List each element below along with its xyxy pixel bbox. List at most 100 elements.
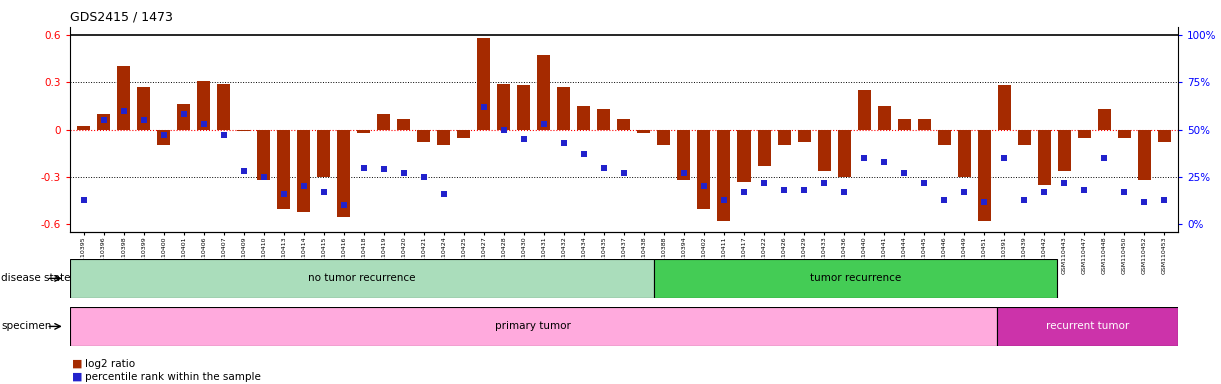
- Bar: [998, 85, 1011, 130]
- Point: [495, 127, 514, 133]
- Bar: [637, 130, 651, 133]
- Point: [674, 170, 694, 176]
- Bar: [177, 104, 190, 130]
- Point: [254, 174, 274, 180]
- Bar: [957, 130, 971, 177]
- Bar: [217, 84, 231, 130]
- Bar: [797, 130, 811, 142]
- Point: [314, 189, 333, 195]
- Bar: [477, 38, 491, 130]
- Bar: [757, 130, 770, 166]
- Point: [774, 187, 794, 194]
- Bar: [497, 84, 510, 130]
- Text: log2 ratio: log2 ratio: [85, 359, 136, 369]
- Point: [934, 197, 954, 203]
- Point: [955, 189, 974, 195]
- Text: no tumor recurrence: no tumor recurrence: [308, 273, 415, 283]
- Point: [874, 159, 894, 165]
- Text: primary tumor: primary tumor: [496, 321, 571, 331]
- Bar: [918, 119, 930, 130]
- Bar: [418, 130, 430, 142]
- Point: [574, 151, 593, 157]
- Bar: [996, 307, 1178, 346]
- Point: [994, 155, 1013, 161]
- Bar: [437, 130, 451, 146]
- Bar: [657, 130, 670, 146]
- Text: disease state: disease state: [1, 273, 71, 283]
- Bar: [938, 130, 951, 146]
- Bar: [558, 87, 570, 130]
- Bar: [377, 114, 391, 130]
- Point: [1034, 189, 1054, 195]
- Point: [695, 184, 714, 190]
- Bar: [897, 119, 911, 130]
- Point: [394, 170, 414, 176]
- Text: GDS2415 / 1473: GDS2415 / 1473: [70, 10, 172, 23]
- Point: [294, 184, 314, 190]
- Point: [814, 180, 834, 186]
- Bar: [818, 130, 830, 170]
- Bar: [397, 119, 410, 130]
- Bar: [237, 130, 250, 131]
- Point: [915, 180, 934, 186]
- Bar: [1057, 130, 1071, 170]
- Bar: [317, 130, 330, 177]
- Bar: [1158, 130, 1171, 142]
- Point: [474, 104, 493, 110]
- Point: [595, 164, 614, 170]
- Text: ■: ■: [72, 359, 83, 369]
- Point: [154, 132, 173, 138]
- Point: [514, 136, 534, 142]
- Bar: [697, 130, 711, 209]
- Bar: [98, 114, 110, 130]
- Point: [1094, 155, 1114, 161]
- Bar: [838, 130, 851, 177]
- Bar: [778, 130, 790, 146]
- Point: [1074, 187, 1094, 194]
- Point: [534, 121, 553, 127]
- Point: [1015, 197, 1034, 203]
- Bar: [1117, 130, 1131, 137]
- Point: [1155, 197, 1175, 203]
- Bar: [678, 130, 690, 180]
- Point: [834, 189, 853, 195]
- Bar: [978, 130, 990, 221]
- Text: tumor recurrence: tumor recurrence: [810, 273, 901, 283]
- Bar: [578, 106, 591, 130]
- Point: [614, 170, 634, 176]
- Bar: [1038, 130, 1051, 185]
- Point: [134, 117, 154, 123]
- Bar: [158, 130, 170, 146]
- Bar: [618, 119, 630, 130]
- Point: [234, 168, 254, 174]
- Point: [335, 202, 354, 209]
- Point: [433, 191, 453, 197]
- Point: [94, 117, 114, 123]
- Point: [554, 140, 574, 146]
- Point: [414, 174, 433, 180]
- Bar: [654, 259, 1057, 298]
- Bar: [358, 130, 370, 133]
- Bar: [197, 81, 210, 130]
- Point: [974, 199, 994, 205]
- Bar: [258, 130, 270, 180]
- Bar: [337, 130, 350, 217]
- Point: [855, 155, 874, 161]
- Point: [1134, 199, 1154, 205]
- Point: [214, 132, 233, 138]
- Bar: [1138, 130, 1150, 180]
- Bar: [70, 259, 654, 298]
- Bar: [77, 126, 90, 130]
- Point: [73, 197, 93, 203]
- Bar: [878, 106, 890, 130]
- Point: [795, 187, 814, 194]
- Bar: [458, 130, 470, 137]
- Bar: [1098, 109, 1111, 130]
- Point: [755, 180, 774, 186]
- Text: percentile rank within the sample: percentile rank within the sample: [85, 372, 261, 382]
- Point: [194, 121, 214, 127]
- Point: [354, 164, 374, 170]
- Bar: [277, 130, 291, 209]
- Bar: [597, 109, 610, 130]
- Point: [374, 166, 393, 172]
